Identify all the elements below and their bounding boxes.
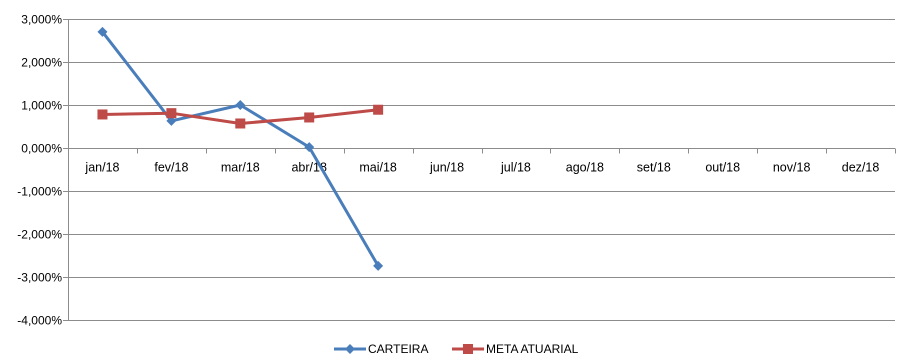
data-point-diamond [373, 260, 384, 271]
legend-marker-square [463, 344, 473, 354]
y-axis-ticks: 3,000% 2,000% 1,000% 0,000% -1,000% -2,000% -3… [17, 13, 62, 328]
data-point-diamond [235, 100, 246, 110]
x-tick-label: nov/18 [773, 161, 811, 175]
data-point-square [166, 108, 177, 119]
x-tick-label: out/18 [705, 161, 740, 175]
y-tick-label: 1,000% [21, 99, 62, 113]
data-point-diamond [166, 115, 177, 126]
data-point-square [304, 112, 315, 123]
legend-label: META ATUARIAL [486, 342, 579, 356]
y-tick-label: -2,000% [17, 228, 62, 242]
y-tick-label: -4,000% [17, 314, 62, 328]
y-tick-label: 0,000% [21, 142, 62, 156]
data-point-square [235, 118, 246, 129]
data-point-square [97, 109, 108, 120]
x-tick-label: jun/18 [429, 161, 464, 175]
x-tick-label: jan/18 [84, 161, 119, 175]
x-axis-ticks: jan/18 fev/18 mar/18 abr/18 mai/18 jun/18 jul/… [84, 161, 879, 175]
data-point-diamond [304, 142, 315, 153]
x-tick-label: jul/18 [500, 161, 531, 175]
y-tick-label: -3,000% [17, 271, 62, 285]
x-tick-label: fev/18 [154, 161, 188, 175]
data-point-diamond [97, 26, 108, 37]
y-tick-label: -1,000% [17, 185, 62, 199]
x-tick-label: set/18 [637, 161, 671, 175]
gridlines [63, 19, 896, 321]
y-tick-label: 2,000% [21, 56, 62, 70]
x-tick-label: mar/18 [221, 161, 260, 175]
legend: CARTEIRA META ATUARIAL [334, 342, 579, 356]
series-lines [97, 26, 384, 271]
data-point-square [373, 104, 384, 115]
x-tick-label: mai/18 [359, 161, 397, 175]
x-tick-label: ago/18 [566, 161, 604, 175]
legend-label: CARTEIRA [368, 342, 428, 356]
legend-marker-diamond [345, 344, 355, 354]
x-tick-label: dez/18 [842, 161, 880, 175]
y-tick-label: 3,000% [21, 13, 62, 27]
